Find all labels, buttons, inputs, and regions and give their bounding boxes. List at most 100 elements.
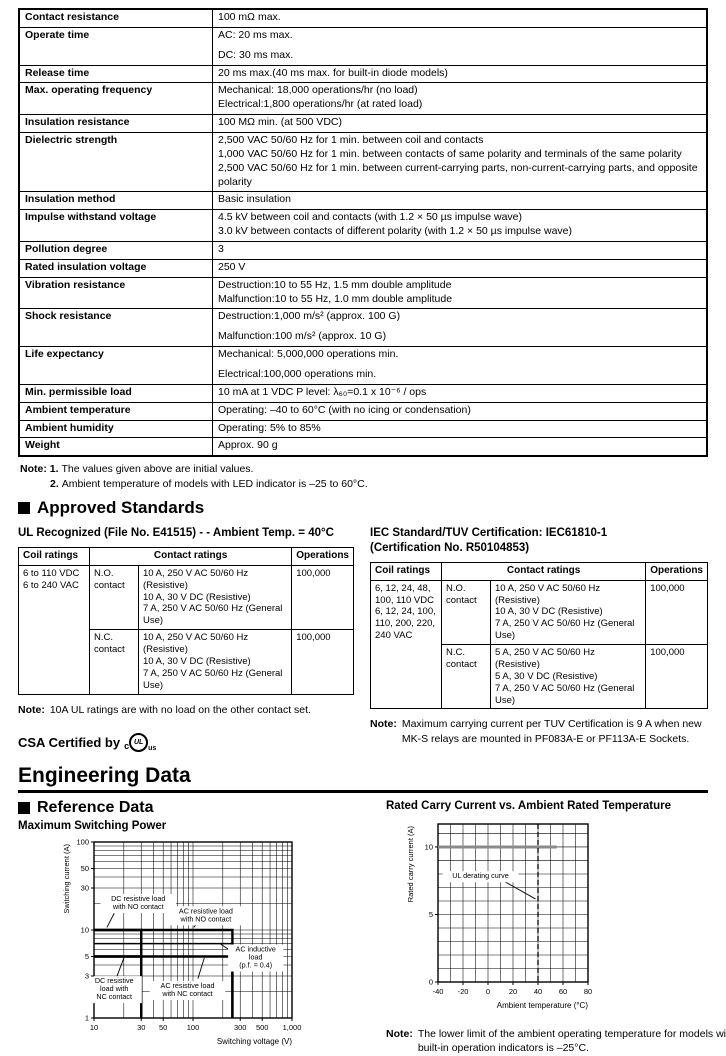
svg-text:Switching voltage (V): Switching voltage (V) — [217, 1037, 292, 1046]
cert-contact-line: contact — [94, 644, 125, 656]
svg-text:10: 10 — [81, 925, 89, 934]
spec-label: Ambient humidity — [18, 419, 213, 439]
spec-value-line: 20 ms max.(40 ms max. for built-in diode… — [218, 66, 448, 79]
bottom-note-text: The lower limit of the ambient operating… — [417, 1027, 726, 1055]
spec-value: 250 V — [212, 258, 708, 278]
spec-value-line: 2,500 VAC 50/60 Hz for 1 min. between co… — [218, 134, 484, 147]
cert-header-coil: Coil ratings — [18, 547, 90, 566]
spec-label: Dielectric strength — [18, 132, 213, 193]
carry-current-column: Rated Carry Current vs. Ambient Rated Te… — [386, 797, 726, 1056]
spec-value-line: Mechanical: 18,000 operations/hr (no loa… — [218, 84, 418, 97]
spec-value: 20 ms max.(40 ms max. for built-in diode… — [212, 64, 708, 84]
spec-label: Ambient temperature — [18, 401, 213, 421]
spec-label: Max. operating frequency — [18, 82, 213, 116]
spec-row: Insulation method Basic insulation — [18, 191, 708, 211]
ul-note: Note: 10A UL ratings are with no load on… — [18, 703, 354, 717]
approved-columns: UL Recognized (File No. E41515) - - Ambi… — [18, 522, 708, 752]
svg-text:5: 5 — [85, 952, 89, 961]
cert-rating-line: 5 A, 30 V DC (Resistive) — [495, 670, 598, 682]
cert-contact-line: N.O. — [94, 567, 114, 579]
spec-value-line: 1,000 VAC 50/60 Hz for 1 min. between co… — [218, 147, 682, 160]
iec-subtitle-line2: (Certification No. R50104853) — [370, 542, 530, 555]
spec-label: Insulation method — [18, 191, 213, 211]
cert-coil-line: 6, 12, 24, 48, — [375, 582, 431, 594]
ul-table: Coil ratings Contact ratings Operations 6 … — [18, 547, 354, 695]
cert-header-contact: Contact ratings — [440, 562, 647, 581]
cert-contact: N.C. contact — [89, 629, 139, 695]
svg-text:10: 10 — [425, 842, 433, 851]
svg-text:100: 100 — [76, 837, 89, 846]
approved-standards-heading: Approved Standards — [18, 498, 708, 518]
spec-label: Shock resistance — [18, 308, 213, 348]
engineering-columns: Reference Data Maximum Switching Power D… — [18, 797, 726, 1056]
cert-contact-line: contact — [446, 658, 477, 670]
iec-table-header-row: Coil ratings Contact ratings Operations — [370, 562, 708, 581]
spec-row: Insulation resistance 100 MΩ min. (at 500… — [18, 114, 708, 134]
cert-row: N.C. contact 10 A, 250 V AC 50/60 Hz (Resi… — [19, 629, 354, 695]
bottom-note: Note: The lower limit of the ambient ope… — [386, 1027, 726, 1056]
spec-row: Rated insulation voltage 250 V — [18, 258, 708, 278]
svg-text:1: 1 — [85, 1013, 89, 1022]
cert-coil: 6 to 110 VDC 6 to 240 VAC — [18, 564, 90, 695]
svg-text:80: 80 — [584, 987, 592, 996]
csa-label: CSA Certified by — [18, 734, 121, 750]
svg-text:Ambient temperature (°C): Ambient temperature (°C) — [497, 1001, 589, 1010]
svg-text:5: 5 — [429, 910, 433, 919]
svg-text:0: 0 — [429, 977, 433, 986]
engineering-data-title: Engineering Data — [18, 763, 191, 787]
spec-value: 100 mΩ max. — [212, 8, 708, 28]
spec-value: Operating: –40 to 60°C (with no icing or… — [212, 401, 708, 421]
cert-contact-line: N.C. — [446, 647, 465, 659]
spec-row: Contact resistance 100 mΩ max. — [18, 8, 708, 28]
cert-contact-line: N.O. — [446, 582, 466, 594]
note-line: Note: 1. The values given above are init… — [20, 463, 708, 475]
spec-value: Mechanical: 18,000 operations/hr (no loa… — [212, 82, 708, 116]
spec-label: Rated insulation voltage — [18, 258, 213, 278]
spec-value-line: Electrical:100,000 operations min. — [218, 368, 377, 381]
switching-power-chart-title: Maximum Switching Power — [18, 819, 167, 832]
spec-row: Ambient temperature Operating: –40 to 60°… — [18, 401, 708, 421]
cert-contact-line: contact — [94, 579, 125, 591]
spec-value-line: Destruction:10 to 55 Hz, 1.5 mm double a… — [218, 278, 452, 291]
svg-text:30: 30 — [137, 1023, 145, 1032]
ul-column: UL Recognized (File No. E41515) - - Ambi… — [18, 522, 354, 752]
spec-value-line: 4.5 kV between coil and contacts (with 1… — [218, 211, 522, 224]
spec-label: Vibration resistance — [18, 276, 213, 310]
iec-column: IEC Standard/TUV Certification: IEC61810… — [370, 522, 708, 745]
cert-coil-line: 100, 110 VDC — [375, 594, 434, 606]
note-number: 2. — [50, 478, 62, 491]
svg-text:20: 20 — [509, 987, 517, 996]
svg-text:UL derating curve: UL derating curve — [452, 871, 508, 880]
note-label: Note: — [20, 463, 50, 476]
svg-text:Rated carry current (A): Rated carry current (A) — [406, 825, 415, 902]
spec-value-line: Mechanical: 5,000,000 operations min. — [218, 348, 399, 361]
cert-rating-line: 7 A, 250 V AC 50/60 Hz (General Use) — [143, 667, 283, 691]
cert-header-operations: Operations — [291, 547, 354, 566]
cert-operations: 100,000 — [291, 629, 354, 695]
spec-value-line: DC: 30 ms max. — [218, 48, 294, 61]
spec-value-line: 10 mA at 1 VDC P level: λ₆₀=0.1 x 10⁻⁶ /… — [218, 385, 427, 398]
svg-text:10: 10 — [90, 1023, 98, 1032]
svg-text:Switching current (A): Switching current (A) — [62, 843, 71, 913]
spec-value-line: 3 — [218, 243, 224, 256]
cert-contact: N.C. contact — [441, 644, 491, 710]
spec-value-line: 2,500 VAC 50/60 Hz for 1 min. between cu… — [218, 161, 698, 188]
spec-value: 2,500 VAC 50/60 Hz for 1 min. between co… — [212, 132, 708, 193]
iec-note-label: Note: — [370, 718, 397, 731]
spec-value-line: AC: 20 ms max. — [218, 28, 293, 41]
cert-coil-line: 110, 200, 220, — [375, 618, 436, 630]
svg-text:30: 30 — [81, 883, 89, 892]
spec-label: Operate time — [18, 26, 213, 66]
svg-text:NC contact: NC contact — [96, 992, 132, 1001]
svg-text:60: 60 — [559, 987, 567, 996]
svg-text:100: 100 — [187, 1023, 200, 1032]
spec-row: Max. operating frequency Mechanical: 18,0… — [18, 82, 708, 116]
spec-value-line: Operating: 5% to 85% — [218, 421, 321, 434]
cert-rating-line: 10 A, 250 V AC 50/60 Hz (Resistive) — [143, 632, 249, 656]
cert-rating-line: 5 A, 250 V AC 50/60 Hz (Resistive) — [495, 647, 595, 670]
spec-value: 100 MΩ min. (at 500 VDC) — [212, 114, 708, 134]
note-text: The values given above are initial value… — [61, 463, 254, 476]
spec-row: Dielectric strength 2,500 VAC 50/60 Hz fo… — [18, 132, 708, 193]
cert-operations: 100,000 — [645, 644, 708, 710]
